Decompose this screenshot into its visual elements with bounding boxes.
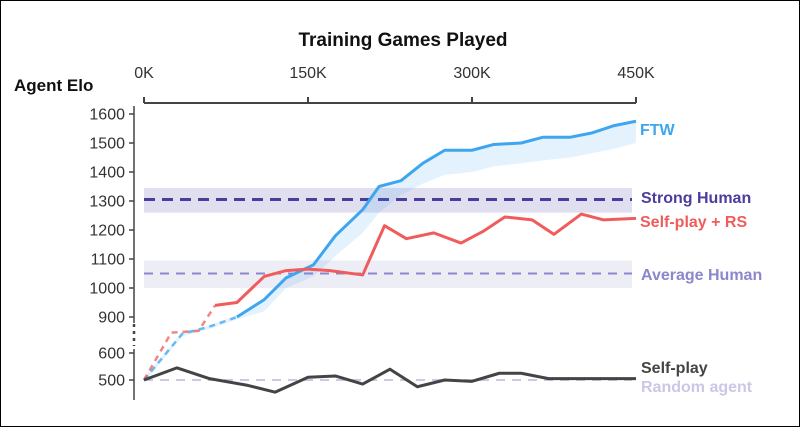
- y-tick-label: 1600: [89, 107, 125, 124]
- y-axis-label: Agent Elo: [14, 76, 93, 95]
- y-tick-label: 1100: [91, 252, 126, 269]
- y-tick-label: 900: [98, 310, 125, 327]
- x-tick-label: 450K: [617, 65, 655, 82]
- axes: 0K 150K 300K 450K 500 600 900 1000 1100 1200 1300 1…: [89, 65, 655, 400]
- y-tick-label: 1400: [89, 165, 125, 182]
- x-tick-label: 0K: [134, 65, 154, 82]
- line-ftw-early: [143, 315, 238, 381]
- band-ftw: [144, 121, 636, 383]
- label-self-play-rs: Self-play + RS: [640, 214, 747, 231]
- series-lines: [142, 119, 637, 394]
- y-tick-label: 1500: [89, 136, 125, 153]
- y-tick-label: 1300: [89, 194, 125, 211]
- label-average-human: Average Human: [641, 267, 762, 284]
- y-tick-label: 500: [98, 373, 125, 390]
- y-tick-label: 1000: [89, 281, 125, 298]
- line-self-play-rs-early: [142, 304, 217, 381]
- label-random-agent: Random agent: [641, 379, 753, 396]
- chart-title: Training Games Played: [298, 30, 507, 51]
- line-self-play-rs: [214, 212, 637, 307]
- label-self-play: Self-play: [641, 360, 708, 377]
- series-labels: Strong Human Average Human Random agent FTW…: [640, 122, 762, 396]
- line-self-play: [143, 366, 636, 394]
- x-tick-label: 150K: [289, 65, 327, 82]
- y-tick-label: 600: [98, 346, 125, 363]
- label-ftw: FTW: [640, 122, 676, 139]
- y-tick-label: 1200: [89, 223, 125, 240]
- x-tick-label: 300K: [453, 65, 491, 82]
- label-strong-human: Strong Human: [641, 190, 751, 207]
- line-ftw: [236, 119, 637, 319]
